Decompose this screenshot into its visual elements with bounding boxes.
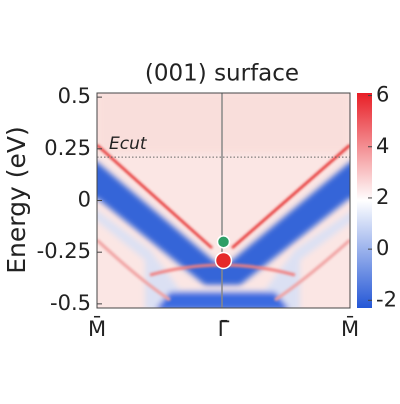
y-axis-label: Energy (eV) [2,126,31,273]
marker [214,251,233,270]
y-tick-label: 0.5 [58,84,91,108]
x-tick-label: M̄ [88,316,106,341]
colorbar-tick-label: 0 [376,236,389,260]
colorbar-tick-label: 6 [376,83,389,107]
annotation-label: Ecut [109,134,148,154]
x-tick-label: M̄ [341,316,359,341]
x-tick-label: Γ̄ [218,317,230,341]
colorbar-tick-label: 4 [376,134,389,158]
colorbar-tick-label: -2 [376,287,397,311]
y-tick-label: 0.25 [44,136,91,160]
y-tick-label: 0 [78,188,91,212]
colorbar-tick-label: 2 [376,185,389,209]
colorbar [357,93,372,308]
chart-title: (001) surface [145,61,299,87]
y-tick-label: -0.5 [50,291,91,315]
heatmap [97,93,350,308]
marker [216,235,231,249]
y-tick-label: -0.25 [37,239,91,263]
